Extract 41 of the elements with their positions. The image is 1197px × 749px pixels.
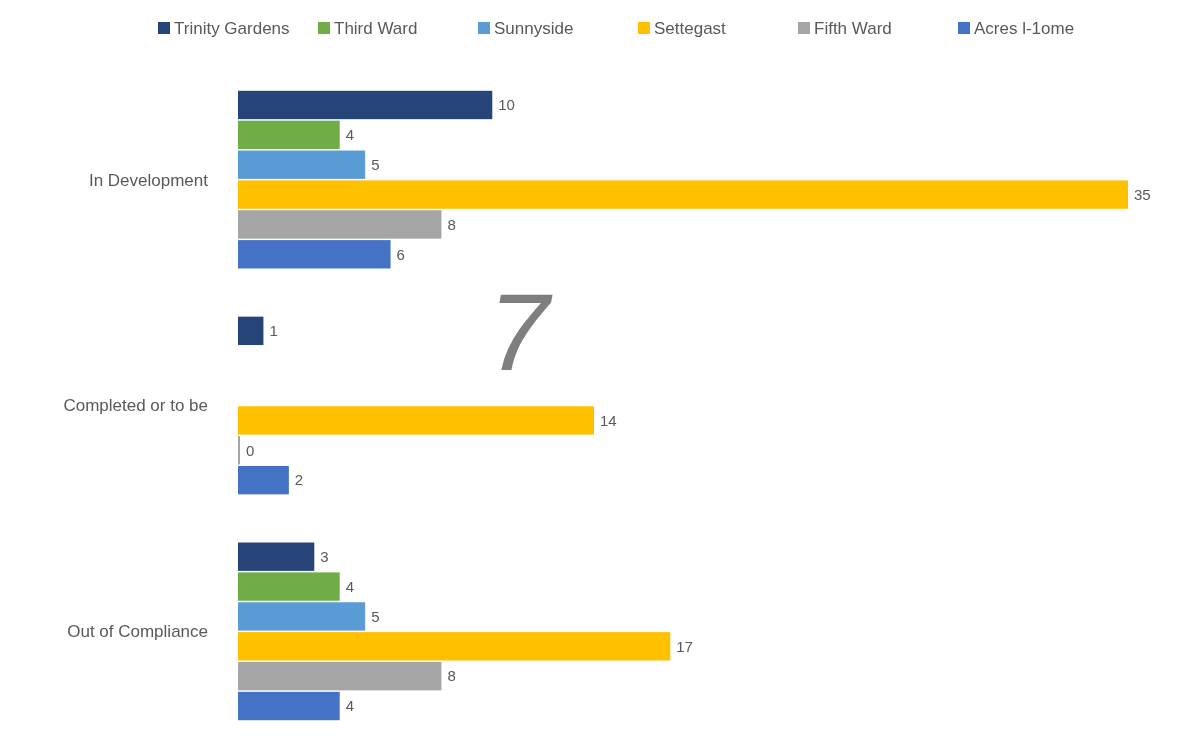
data-label: 35 (1134, 185, 1151, 203)
y-tick-label: Out of Compliance (67, 622, 208, 642)
data-label: 8 (447, 667, 456, 685)
data-label: 8 (447, 215, 456, 233)
data-label: 0 (246, 441, 255, 459)
legend-label: Sunnyside (494, 18, 574, 38)
bar (238, 542, 315, 571)
legend-label: Third Ward (334, 18, 418, 38)
y-tick-label: Completed or to be (63, 396, 208, 416)
bar (238, 661, 442, 691)
bar (238, 632, 671, 661)
data-label: 4 (345, 577, 355, 595)
bar (238, 465, 289, 495)
data-label: 10 (498, 96, 515, 114)
legend-label: Fifth Ward (814, 18, 892, 38)
data-label: 4 (345, 126, 355, 144)
data-label: 14 (600, 411, 617, 429)
data-label: 5 (371, 607, 380, 625)
annotation: 7 (488, 269, 553, 393)
bar (238, 180, 1128, 209)
legend-label: Acres l-1ome (974, 18, 1075, 38)
bar (238, 602, 366, 631)
legend-label: Trinity Gardens (174, 18, 290, 38)
bar (238, 406, 594, 435)
y-tick-label: In Development (88, 170, 209, 190)
bar (238, 150, 366, 179)
data-label: 2 (294, 471, 304, 489)
bar (238, 691, 340, 721)
bar (238, 240, 391, 269)
bar (238, 90, 493, 120)
data-label: 17 (676, 637, 693, 655)
data-label: 4 (345, 697, 355, 715)
bar (238, 120, 340, 150)
bar (238, 210, 442, 239)
data-label: 1 (269, 322, 278, 340)
bar (238, 316, 264, 346)
data-label: 5 (371, 155, 380, 173)
data-label: 6 (396, 245, 405, 263)
legend-label: Settegast (654, 18, 727, 38)
data-label: 3 (320, 547, 329, 565)
bar (238, 572, 340, 601)
